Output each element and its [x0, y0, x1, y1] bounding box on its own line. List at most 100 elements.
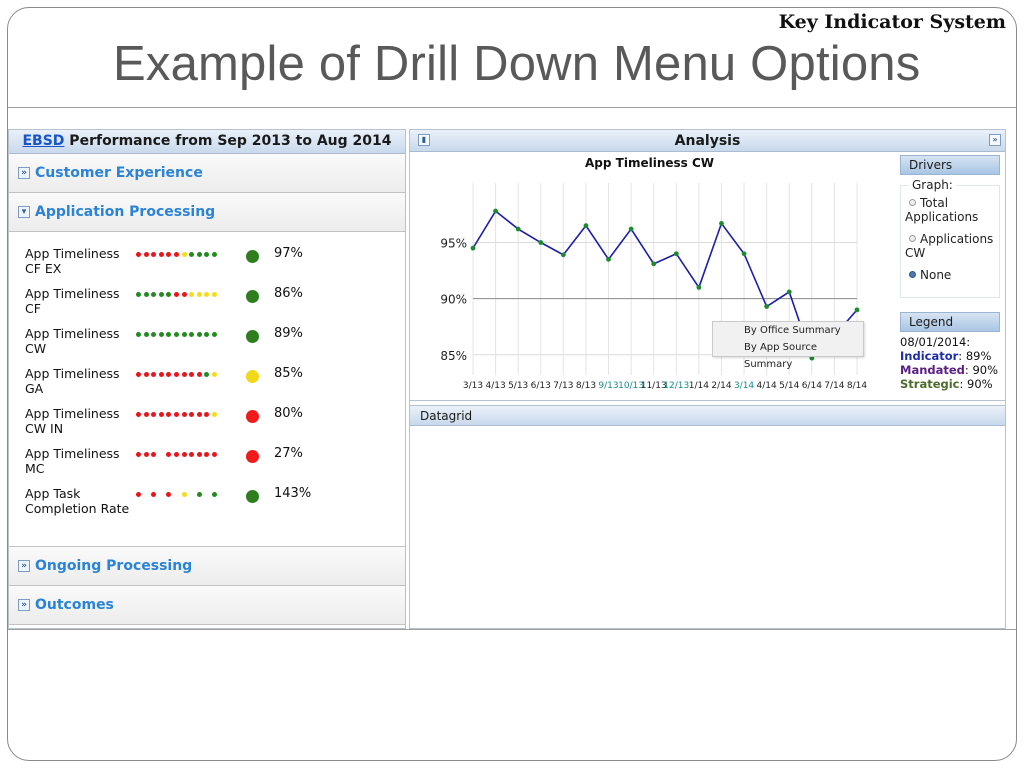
- trend-dot: [204, 452, 210, 457]
- slide-frame: Key Indicator System Example of Drill Do…: [7, 7, 1017, 761]
- data-point: [741, 251, 747, 257]
- legend-mandated-value: : 90%: [964, 363, 999, 377]
- legend-strategic: Strategic: 90%: [900, 377, 1000, 391]
- trend-dot: [189, 252, 195, 257]
- trend-dots: [136, 332, 220, 337]
- data-point: [854, 307, 860, 313]
- indicator-row[interactable]: App Task Completion Rate 143%: [9, 486, 405, 536]
- trend-dots: [136, 372, 220, 377]
- bottom-divider: [8, 629, 1016, 630]
- trend-dot: [211, 412, 217, 417]
- performance-header-text: Performance from Sep 2013 to Aug 2014: [64, 133, 392, 149]
- trend-dot: [173, 292, 179, 297]
- trend-dot: [174, 492, 179, 497]
- indicator-name: App Timeliness GA: [25, 366, 120, 396]
- trend-dot: [143, 332, 149, 337]
- trend-dot: [143, 412, 149, 417]
- trend-dot: [189, 412, 195, 417]
- trend-dot: [151, 492, 157, 497]
- x-tick-label: 7/13: [553, 381, 573, 391]
- legend-mandated-label: Mandated: [900, 363, 965, 377]
- indicator-row[interactable]: App Timeliness CF EX 97%: [9, 246, 405, 286]
- radio-applications-cw[interactable]: Applications CW: [905, 232, 995, 260]
- trend-dot: [211, 452, 217, 457]
- pin-icon[interactable]: ▮: [418, 134, 430, 146]
- indicator-list: App Timeliness CF EX 97% App Timeliness CF…: [9, 232, 405, 547]
- accordion-ongoing-processing[interactable]: » Ongoing Processing: [9, 547, 405, 586]
- trend-dot: [136, 452, 141, 457]
- analysis-title: Analysis: [674, 133, 741, 149]
- accordion-customer-experience[interactable]: » Customer Experience: [9, 154, 405, 193]
- y-tick-label: 95%: [440, 237, 467, 251]
- radio-selected-icon: [909, 271, 916, 278]
- accordion-application-processing[interactable]: ▾ Application Processing: [9, 193, 405, 232]
- x-tick-label: 1/14: [689, 381, 709, 391]
- trend-dot: [181, 492, 187, 497]
- indicator-row[interactable]: App Timeliness GA 85%: [9, 366, 405, 406]
- trend-dot: [158, 252, 164, 257]
- double-chevron-right-icon[interactable]: »: [989, 134, 1001, 146]
- indicator-value: 85%: [274, 366, 303, 381]
- accordion-outcomes[interactable]: » Outcomes: [9, 586, 405, 625]
- indicator-row[interactable]: App Timeliness CW IN 80%: [9, 406, 405, 446]
- accordion-label: Application Processing: [35, 204, 216, 220]
- indicator-row[interactable]: App Timeliness CW 89%: [9, 326, 405, 366]
- trend-dot: [144, 492, 149, 497]
- legend-header: Legend: [900, 312, 1000, 332]
- data-point: [719, 221, 724, 226]
- y-tick-label: 90%: [440, 293, 467, 307]
- trend-dot: [196, 492, 202, 497]
- performance-panel: EBSD Performance from Sep 2013 to Aug 20…: [8, 129, 406, 629]
- trend-dot: [211, 492, 217, 497]
- radio-none[interactable]: None: [905, 268, 995, 282]
- radio-label: Applications CW: [905, 232, 994, 260]
- trend-dot: [158, 412, 164, 417]
- trend-dot: [158, 292, 164, 297]
- trend-dot: [189, 372, 195, 377]
- menu-item-office-summary[interactable]: By Office Summary: [744, 325, 841, 336]
- trend-dots: [136, 252, 220, 257]
- trend-dot: [166, 412, 172, 417]
- indicator-name: App Timeliness CF: [25, 286, 120, 316]
- legend-indicator-label: Indicator: [900, 349, 959, 363]
- trend-dot: [151, 332, 157, 337]
- legend-date: 08/01/2014:: [900, 335, 971, 349]
- indicator-row[interactable]: App Timeliness MC 27%: [9, 446, 405, 486]
- context-menu: By Office Summary By App Source Summary: [712, 321, 864, 370]
- chart-area: 85% 90% 95% 3/13 4/13 5/13 6/13 7/13 8/13 9/13 10/…: [410, 153, 1005, 401]
- chart-title: App Timeliness CW: [585, 156, 714, 170]
- trend-dot: [204, 492, 209, 497]
- trend-dot: [143, 372, 149, 377]
- trend-dots: [136, 292, 220, 297]
- radio-total-applications[interactable]: Total Applications: [905, 196, 995, 224]
- trend-dots: [136, 492, 220, 497]
- trend-dot: [173, 252, 179, 257]
- indicator-value: 89%: [274, 326, 303, 341]
- menu-item-app-source-summary[interactable]: By App Source Summary: [744, 342, 818, 370]
- line-chart[interactable]: 85% 90% 95% 3/13 4/13 5/13 6/13 7/13 8/13 9/13 10/…: [410, 153, 898, 401]
- x-tick-label: 11/13: [641, 381, 667, 391]
- indicator-value: 27%: [274, 446, 303, 461]
- trend-dot: [173, 372, 179, 377]
- top-divider: [8, 107, 1016, 108]
- collapse-icon: ▾: [18, 206, 30, 218]
- trend-dot: [151, 292, 157, 297]
- trend-dot: [136, 372, 141, 377]
- indicator-row[interactable]: App Timeliness CF 86%: [9, 286, 405, 326]
- status-indicator-icon: [246, 450, 259, 463]
- trend-dot: [166, 372, 172, 377]
- x-tick-label: 5/13: [508, 381, 528, 391]
- trend-dot: [136, 292, 141, 297]
- expand-icon: »: [18, 599, 30, 611]
- indicator-name: App Timeliness CF EX: [25, 246, 120, 276]
- trend-dot: [204, 252, 210, 257]
- trend-dot: [189, 492, 194, 497]
- data-point: [764, 304, 770, 309]
- trend-dot: [166, 252, 172, 257]
- x-tick-label: 2/14: [711, 381, 731, 391]
- ebsd-link[interactable]: EBSD: [22, 133, 65, 149]
- indicator-value: 143%: [274, 486, 312, 501]
- trend-dot: [151, 412, 157, 417]
- accordion-label: Customer Experience: [35, 165, 203, 181]
- status-indicator-icon: [246, 410, 259, 423]
